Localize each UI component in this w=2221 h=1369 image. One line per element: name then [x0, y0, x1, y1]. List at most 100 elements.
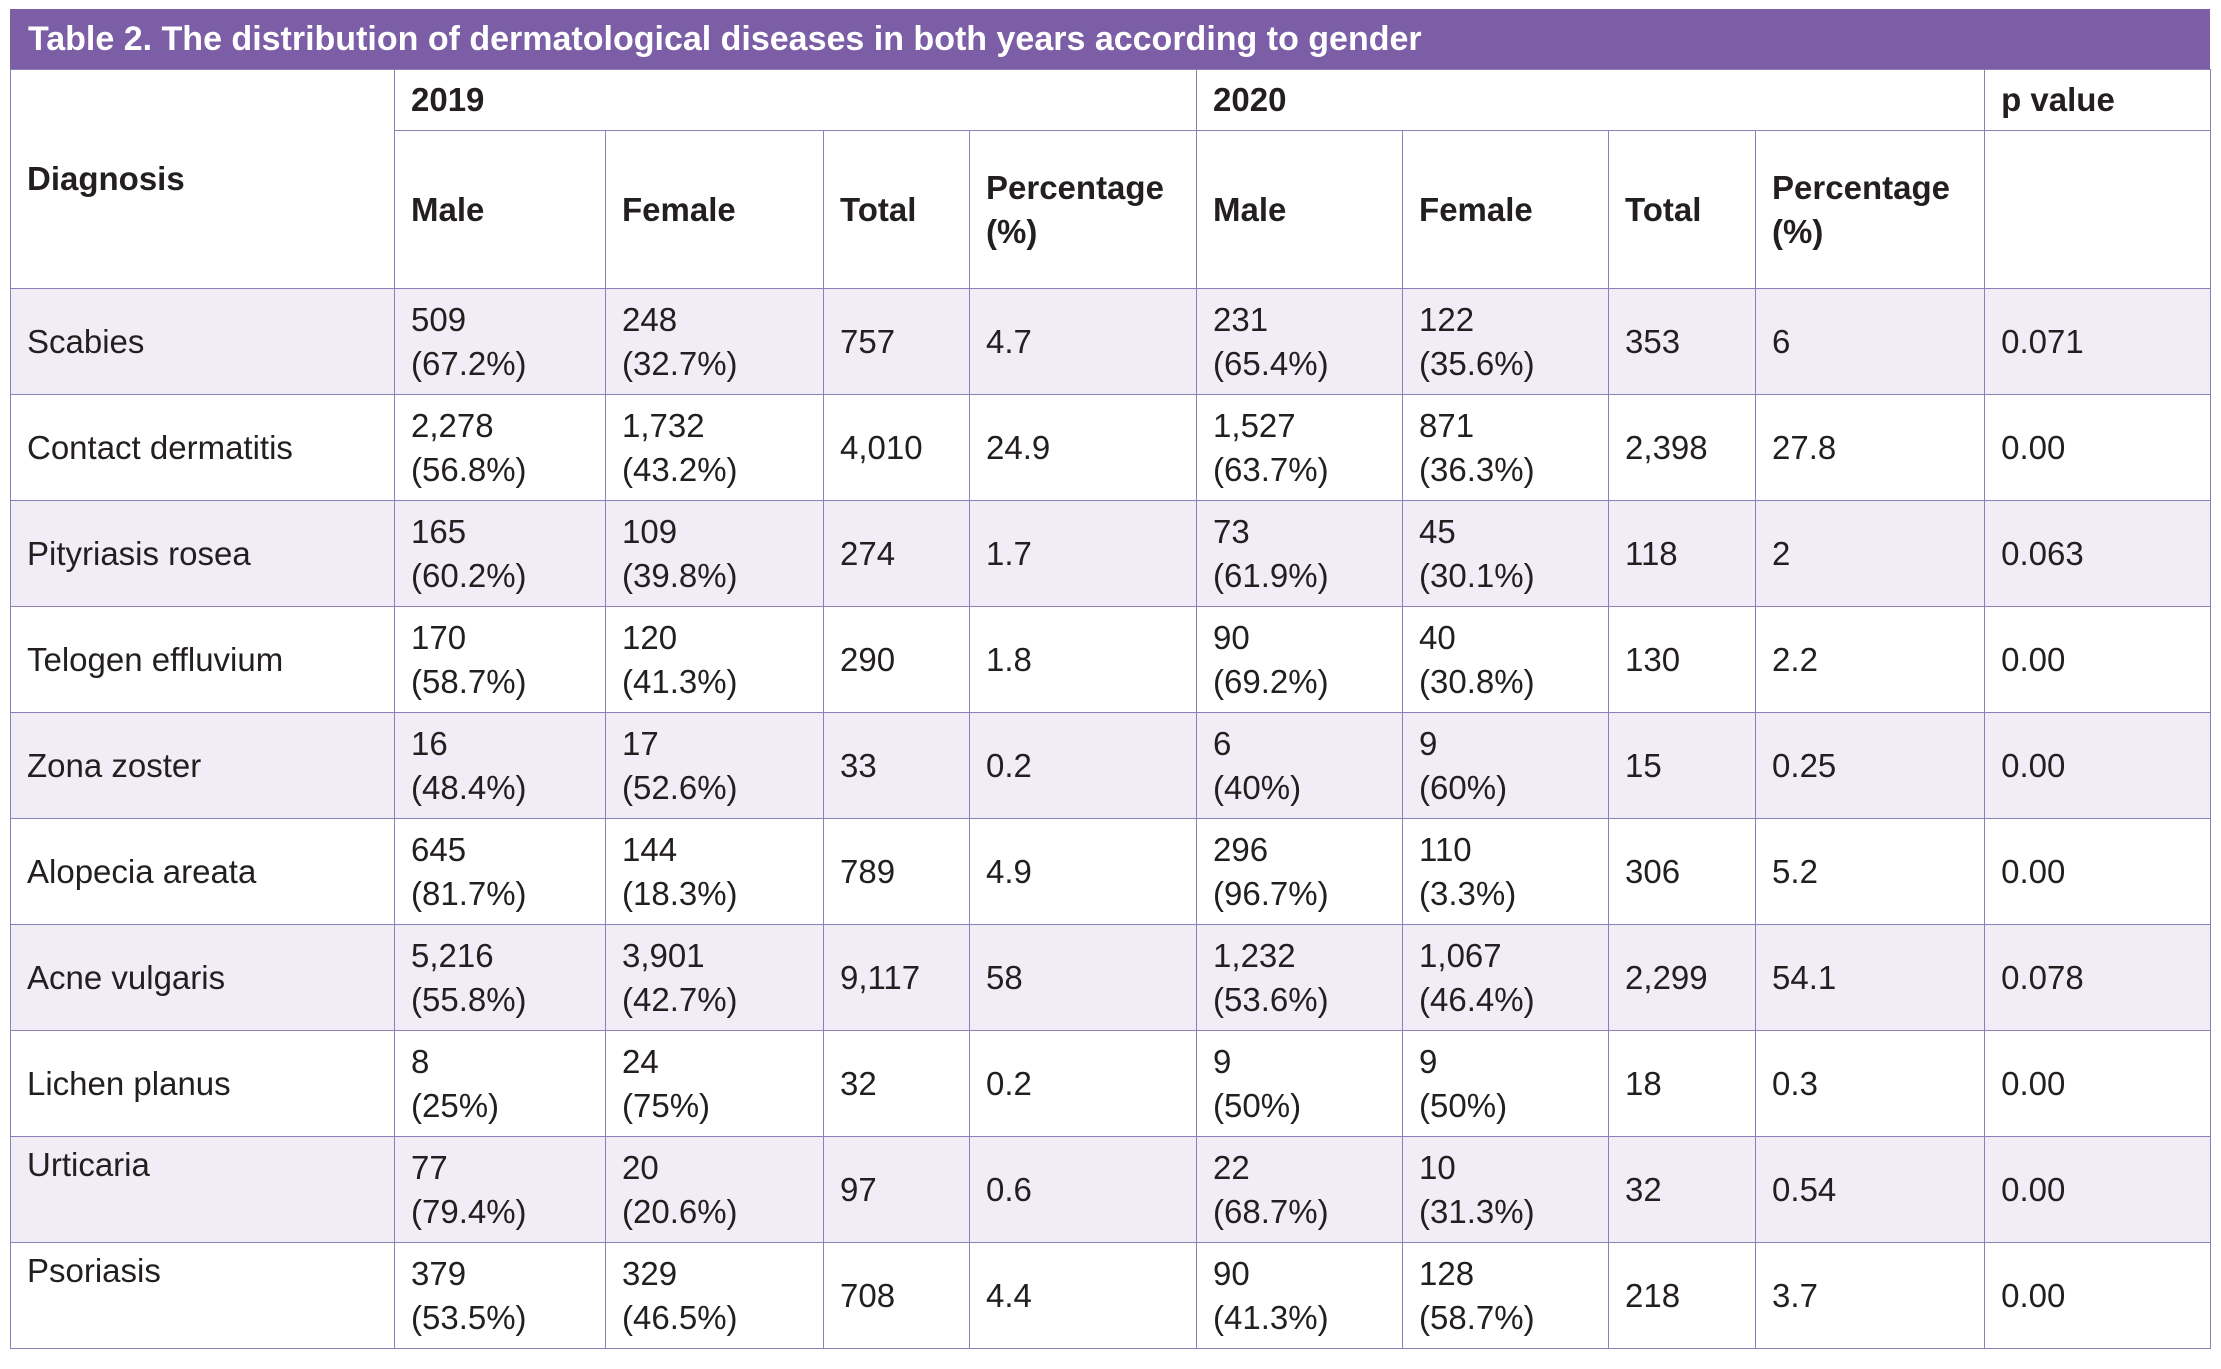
- male-2019-cell: 170 (58.7%): [394, 606, 606, 713]
- table-row: Scabies 509 (67.2%) 248 (32.7%) 757 4.7 231 (65.…: [10, 288, 2212, 395]
- female-2019-cell: 17 (52.6%): [605, 712, 824, 819]
- total-2020-cell: 306: [1608, 818, 1757, 925]
- total-2020-cell: 130: [1608, 606, 1757, 713]
- total-2020-cell: 2,299: [1608, 924, 1757, 1031]
- female-2019-cell: 144 (18.3%): [605, 818, 824, 925]
- table-row: Alopecia areata 645 (81.7%) 144 (18.3%) 789 4.…: [10, 818, 2212, 925]
- female-2020-cell: 1,067 (46.4%): [1402, 924, 1610, 1031]
- female-2019-cell-text: (41.3%): [622, 662, 738, 700]
- header-row-years: Diagnosis 2019 2020 p value: [10, 69, 2212, 289]
- female-2019-cell: 24 (75%): [605, 1030, 824, 1137]
- p-value-cell-text: 0.00: [2001, 428, 2066, 466]
- female-2019-cell-text: 120: [622, 618, 678, 656]
- female-2020-cell-text: (35.6%): [1419, 344, 1535, 382]
- percentage-2019-cell: 4.9: [968, 818, 1198, 925]
- female-2019-cell-text: (52.6%): [622, 768, 738, 806]
- male-2020-cell-text: 231: [1213, 300, 1269, 338]
- female-2019-cell: 120 (41.3%): [605, 606, 824, 713]
- male-2019-cell-text: (79.4%): [411, 1192, 527, 1230]
- percentage-2020-cell: 2: [1755, 500, 1986, 607]
- percentage-2020-header: Percentage (%): [1755, 130, 1986, 289]
- data-table: Diagnosis 2019 2020 p value Male Female …: [10, 69, 2212, 1349]
- female-2020-cell: 110 (3.3%): [1402, 818, 1610, 925]
- male-2020-cell: 90 (69.2%): [1196, 606, 1404, 713]
- percentage-2019-header: Percentage (%): [968, 130, 1198, 289]
- male-2020-cell-text: 90: [1213, 618, 1250, 656]
- female-2020-cell-text: 9: [1419, 1042, 1438, 1080]
- female-2020-cell-text: (50%): [1419, 1086, 1508, 1124]
- male-2019-cell-text: 8: [411, 1042, 430, 1080]
- table-row: Urticaria 77 (79.4%) 20 (20.6%) 97 0.6 22 (68.7%…: [10, 1136, 2212, 1243]
- total-2020-cell: 15: [1608, 712, 1757, 819]
- percentage-2019-cell-text: 1.8: [986, 640, 1032, 678]
- diagnosis-cell-text: Lichen planus: [27, 1064, 231, 1102]
- female-2020-cell-text: 871: [1419, 406, 1475, 444]
- percentage-2020-cell: 27.8: [1755, 394, 1986, 501]
- male-2019-cell-text: (48.4%): [411, 768, 527, 806]
- male-2020-cell-text: 296: [1213, 830, 1269, 868]
- diagnosis-cell: Scabies: [10, 288, 395, 395]
- female-2020-cell: 122 (35.6%): [1402, 288, 1610, 395]
- female-2019-cell-text: 1,732: [622, 406, 705, 444]
- female-2020-cell-text: 9: [1419, 724, 1438, 762]
- p-value-header: p value: [1984, 69, 2212, 131]
- male-2020-cell: 90 (41.3%): [1196, 1242, 1404, 1349]
- total-2019-cell: 708: [823, 1242, 970, 1349]
- total-2020-cell-text: 18: [1625, 1064, 1662, 1102]
- percentage-unit: (%): [986, 212, 1038, 250]
- male-2020-cell-text: 6: [1213, 724, 1232, 762]
- total-2019-cell: 9,117: [823, 924, 970, 1031]
- female-2019-cell-text: (20.6%): [622, 1192, 738, 1230]
- total-2019-cell-text: 4,010: [840, 428, 923, 466]
- p-value-cell-text: 0.00: [2001, 1064, 2066, 1102]
- female-2020-cell: 45 (30.1%): [1402, 500, 1610, 607]
- male-2019-cell-text: (25%): [411, 1086, 500, 1124]
- diagnosis-cell: Zona zoster: [10, 712, 395, 819]
- female-2019-cell-text: 24: [622, 1042, 659, 1080]
- percentage-2020-cell: 6: [1755, 288, 1986, 395]
- percentage-2019-cell: 1.8: [968, 606, 1198, 713]
- diagnosis-cell: Psoriasis: [10, 1242, 395, 1349]
- percentage-2019-cell: 58: [968, 924, 1198, 1031]
- female-2020-cell-text: 122: [1419, 300, 1475, 338]
- total-2020-cell-text: 15: [1625, 746, 1662, 784]
- diagnosis-cell-text: Psoriasis: [27, 1252, 161, 1289]
- diagnosis-cell-text: Acne vulgaris: [27, 958, 226, 996]
- female-2019-cell-text: 329: [622, 1254, 678, 1292]
- p-value-cell: 0.00: [1984, 712, 2212, 819]
- table-row: Lichen planus 8 (25%) 24 (75%) 32 0.2 9 (50%) 9 (5…: [10, 1030, 2212, 1137]
- diagnosis-cell: Contact dermatitis: [10, 394, 395, 501]
- diagnosis-cell-text: Zona zoster: [27, 746, 202, 784]
- percentage-2020-cell: 5.2: [1755, 818, 1986, 925]
- diagnosis-cell-text: Scabies: [27, 322, 145, 360]
- diagnosis-cell-text: Alopecia areata: [27, 852, 257, 890]
- percentage-2020-cell: 2.2: [1755, 606, 1986, 713]
- total-2020-header: Total: [1608, 130, 1757, 289]
- percentage-2019-cell: 4.4: [968, 1242, 1198, 1349]
- diagnosis-cell: Alopecia areata: [10, 818, 395, 925]
- total-2020-cell-text: 218: [1625, 1276, 1681, 1314]
- percentage-2020-cell-text: 0.25: [1772, 746, 1837, 784]
- female-2020-cell-text: (46.4%): [1419, 980, 1535, 1018]
- percentage-2019-cell-text: 4.9: [986, 852, 1032, 890]
- total-2019-cell-text: 789: [840, 852, 896, 890]
- percentage-unit: (%): [1772, 212, 1824, 250]
- p-value-cell: 0.00: [1984, 1242, 2212, 1349]
- diagnosis-cell: Pityriasis rosea: [10, 500, 395, 607]
- male-2020-cell-text: (41.3%): [1213, 1298, 1329, 1336]
- female-2020-cell-text: 1,067: [1419, 936, 1502, 974]
- female-2020-cell-text: (30.8%): [1419, 662, 1535, 700]
- total-2020-cell: 353: [1608, 288, 1757, 395]
- female-2020-cell: 40 (30.8%): [1402, 606, 1610, 713]
- female-2020-cell: 9 (60%): [1402, 712, 1610, 819]
- percentage-2019-cell: 24.9: [968, 394, 1198, 501]
- male-2019-cell-text: 645: [411, 830, 467, 868]
- female-2020-cell-text: 45: [1419, 512, 1456, 550]
- total-2020-cell-text: 353: [1625, 322, 1681, 360]
- percentage-2019-cell-text: 4.7: [986, 322, 1032, 360]
- total-2019-cell-text: 290: [840, 640, 896, 678]
- total-2019-header: Total: [823, 130, 970, 289]
- percentage-label: Percentage: [986, 168, 1164, 206]
- percentage-2020-cell: 0.3: [1755, 1030, 1986, 1137]
- diagnosis-cell-text: Contact dermatitis: [27, 428, 293, 466]
